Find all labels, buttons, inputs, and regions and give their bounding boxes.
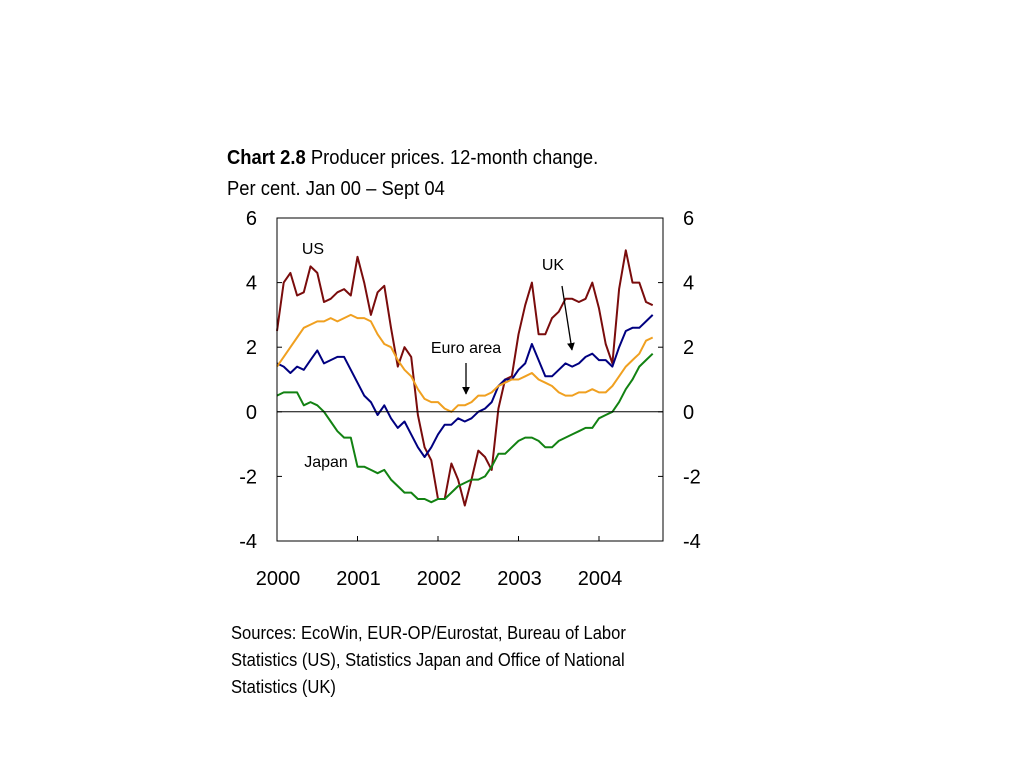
y-tick-label-right: 4 (683, 273, 694, 295)
chart-subtitle: Per cent. Jan 00 – Sept 04 (227, 178, 445, 200)
chart-title-text: Producer prices. 12-month change. (310, 147, 599, 169)
x-tick-label: 2004 (578, 568, 623, 590)
x-tick-label: 2001 (336, 568, 381, 590)
y-tick-label-right: -2 (683, 466, 701, 488)
y-tick-label-right: 6 (683, 208, 694, 230)
x-tick-label: 2003 (497, 568, 542, 590)
annotation-label-euro-area: Euro area (431, 340, 501, 357)
chart-title: Chart 2.8 Producer prices. 12-month chan… (227, 143, 598, 174)
y-tick-label-right: -4 (683, 531, 701, 553)
y-tick-label-left: -2 (239, 466, 257, 488)
annotation-label-japan: Japan (304, 454, 348, 471)
series-line-japan (276, 352, 654, 504)
annotation-layer: US UK Euro area Japan (302, 241, 575, 471)
annotation-label-uk: UK (542, 257, 565, 274)
x-tick-label: 2002 (417, 568, 462, 590)
y-tick-label-right: 0 (683, 402, 694, 424)
axis-layer: 6 6 4 4 2 2 0 0 -2 -2 -4 -4 2000 2001 2002 2003 2004 (239, 208, 701, 590)
annotation-arrow-uk (561, 285, 575, 351)
series-line-euro-area (276, 313, 654, 413)
y-tick-label-left: 6 (246, 208, 257, 230)
y-tick-label-left: 2 (246, 337, 257, 359)
series-line-us (276, 249, 654, 507)
y-tick-label-left: 4 (246, 273, 257, 295)
plot-frame (276, 217, 664, 542)
sources-note: Sources: EcoWin, EUR-OP/Eurostat, Bureau… (231, 623, 626, 697)
series-line-uk (276, 314, 654, 458)
y-tick-label-left: 0 (246, 402, 257, 424)
series-layer (276, 249, 654, 507)
x-tick-label: 2000 (256, 568, 301, 590)
annotation-label-us: US (302, 241, 324, 258)
chart-title-block: Chart 2.8 Producer prices. 12-month chan… (227, 143, 598, 205)
y-tick-label-left: -4 (239, 531, 257, 553)
y-tick-label-right: 2 (683, 337, 694, 359)
chart-number: Chart 2.8 (227, 147, 306, 169)
